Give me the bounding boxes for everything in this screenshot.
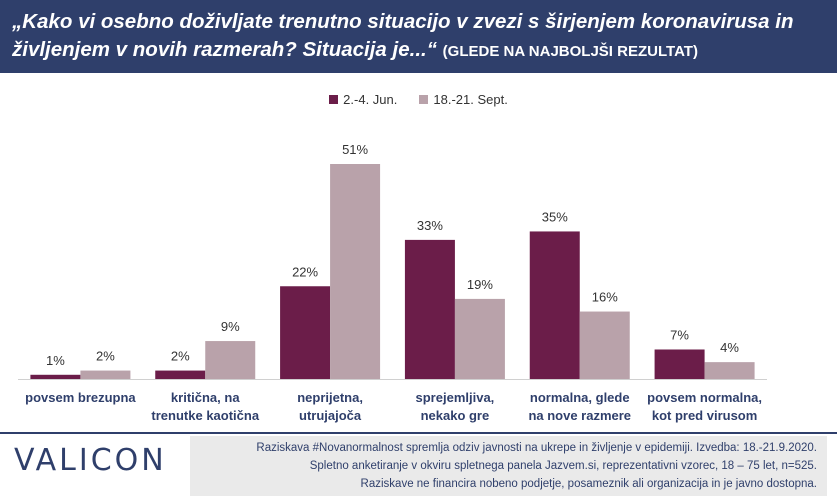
chart-title-suffix: (GLEDE NA NAJBOLJŠI REZULTAT) xyxy=(442,43,698,60)
legend-swatch-series-1 xyxy=(329,95,339,104)
chart-header: „Kako vi osebno doživljate trenutno situ… xyxy=(0,0,837,73)
data-label-series-2-cat-3: 51% xyxy=(342,142,368,157)
category-label-2: kritična, na trenutke kaotična xyxy=(145,389,265,425)
legend-label-series-2: 18.-21. Sept. xyxy=(433,92,508,107)
data-label-series-2-cat-4: 19% xyxy=(467,277,493,292)
category-label-3-line-1: neprijetna, xyxy=(297,390,363,405)
bar-series-1-cat-6 xyxy=(654,349,705,379)
category-label-3-line-2: utrujajoča xyxy=(299,408,362,423)
bar-series-2-cat-6 xyxy=(704,362,755,379)
footnote-box: Raziskava #Novanormalnost spremlja odziv… xyxy=(190,436,827,496)
chart-title-line-2: življenjem v novih razmerah? Situacija j… xyxy=(12,36,823,66)
data-label-series-2-cat-2: 9% xyxy=(221,319,240,334)
bar-series-1-cat-3 xyxy=(280,286,331,379)
category-label-5: normalna, glede na nove razmere xyxy=(520,389,640,425)
valicon-logo: VALICON xyxy=(14,443,167,478)
legend-item-series-2: 18.-21. Sept. xyxy=(419,92,508,107)
data-label-series-1-cat-5: 35% xyxy=(542,209,568,224)
bar-series-2-cat-3 xyxy=(330,164,381,379)
chart-title-line-1: „Kako vi osebno doživljate trenutno situ… xyxy=(12,10,794,33)
category-label-4-line-2: nekako gre xyxy=(420,408,490,423)
category-label-6: povsem normalna, kot pred virusom xyxy=(645,389,765,425)
bar-series-2-cat-4 xyxy=(454,298,505,379)
category-label-6-line-1: povsem normalna, xyxy=(647,390,763,405)
data-label-series-1-cat-1: 1% xyxy=(46,353,65,368)
bar-series-2-cat-2 xyxy=(205,341,256,379)
bar-series-2-cat-1 xyxy=(80,370,131,379)
data-label-series-2-cat-5: 16% xyxy=(592,290,618,305)
bar-chart-plot: 1% 2% 2% 9% 22% 51% 33% 19% 35% 16% 7% 4% xyxy=(18,142,767,380)
bar-series-1-cat-5 xyxy=(529,231,580,379)
data-label-series-1-cat-4: 33% xyxy=(417,218,443,233)
data-label-series-2-cat-6: 4% xyxy=(720,340,739,355)
footnote-line-1: Raziskava #Novanormalnost spremlja odziv… xyxy=(256,442,817,454)
footer-divider xyxy=(0,432,837,434)
category-label-3: neprijetna, utrujajoča xyxy=(270,389,390,425)
category-label-1-line-1: povsem brezupna xyxy=(25,390,136,405)
bar-series-1-cat-4 xyxy=(404,239,455,379)
data-label-series-2-cat-1: 2% xyxy=(96,349,115,364)
bar-series-1-cat-2 xyxy=(155,370,206,379)
bar-series-2-cat-5 xyxy=(579,311,630,379)
data-label-series-1-cat-6: 7% xyxy=(670,327,689,342)
category-label-1: povsem brezupna xyxy=(20,389,140,407)
category-label-2-line-1: kritična, na xyxy=(170,390,240,405)
category-label-2-line-2: trenutke kaotična xyxy=(151,408,260,423)
legend-label-series-1: 2.-4. Jun. xyxy=(343,92,398,107)
data-label-series-1-cat-3: 22% xyxy=(292,264,318,279)
chart-title-question-end: življenjem v novih razmerah? Situacija j… xyxy=(12,38,437,61)
legend-swatch-series-2 xyxy=(419,95,429,104)
category-label-5-line-1: normalna, glede xyxy=(529,390,630,405)
category-label-4: sprejemljiva, nekako gre xyxy=(395,389,515,425)
category-label-6-line-2: kot pred virusom xyxy=(651,408,758,423)
bar-series-1-cat-1 xyxy=(30,374,81,379)
footnote-line-3: Raziskave ne financira nobeno podjetje, … xyxy=(360,478,817,490)
category-label-4-line-1: sprejemljiva, xyxy=(415,390,495,405)
data-label-series-1-cat-2: 2% xyxy=(171,349,190,364)
footnote-line-2: Spletno anketiranje v okviru spletnega p… xyxy=(309,460,817,472)
chart-legend: 2.-4. Jun. 18.-21. Sept. xyxy=(0,92,837,107)
legend-item-series-1: 2.-4. Jun. xyxy=(329,92,397,107)
category-label-5-line-2: na nove razmere xyxy=(528,408,632,423)
